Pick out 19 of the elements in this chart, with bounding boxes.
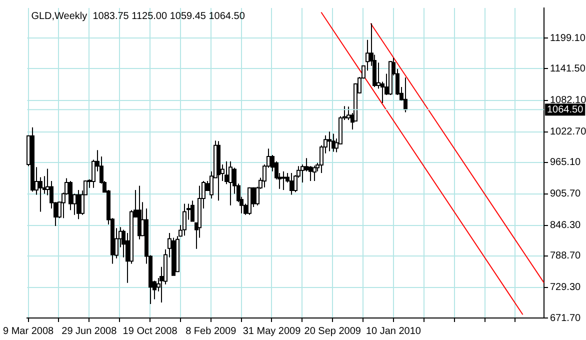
y-tick-label: 1082.10 (550, 95, 586, 106)
y-tick-label: 1199.10 (550, 32, 586, 44)
y-tick-label: 729.30 (550, 282, 582, 294)
ref-line-label: 1064.50 (547, 104, 584, 116)
y-tick-label: 965.10 (550, 157, 582, 168)
x-tick-label: 29 Jun 2008 (62, 326, 118, 337)
x-tick-label: 19 Oct 2008 (122, 326, 178, 337)
y-tick-label: 788.70 (550, 250, 582, 262)
y-tick-label: 671.70 (550, 312, 582, 324)
x-tick-label: 10 Jan 2010 (366, 326, 422, 337)
x-tick-label: 31 May 2009 (242, 326, 302, 337)
y-tick-label: 1141.50 (550, 64, 586, 74)
y-tick-label: 1022.70 (550, 126, 586, 138)
chart-title: GLD,Weekly 1083.75 1125.00 1059.45 1064.50 (31, 10, 246, 22)
y-tick-label: 905.70 (550, 188, 582, 200)
x-tick-label: 9 Mar 2008 (3, 326, 54, 337)
x-tick-label: 20 Sep 2009 (304, 326, 362, 337)
x-tick-label: 8 Feb 2009 (186, 326, 237, 337)
y-tick-label: 846.30 (550, 220, 582, 232)
